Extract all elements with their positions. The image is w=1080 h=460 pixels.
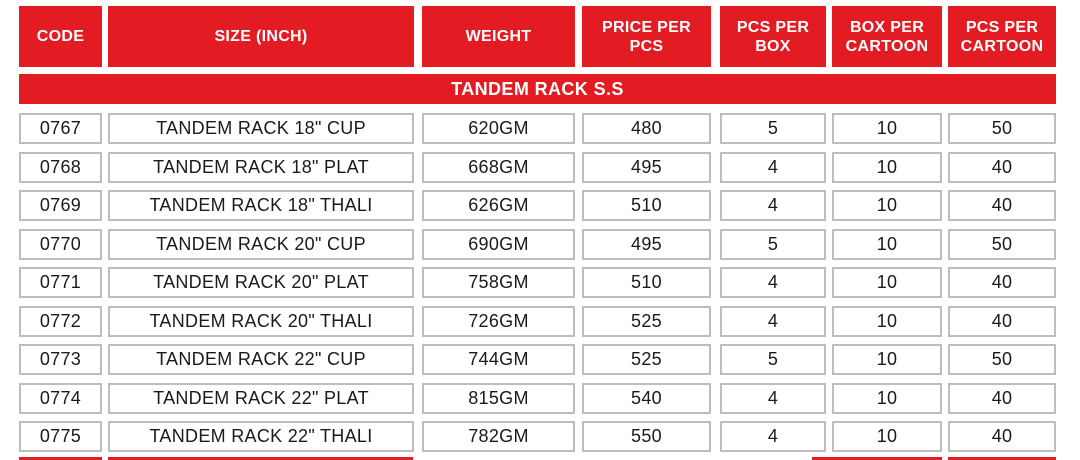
- cell-size: TANDEM RACK 20" THALI: [108, 306, 414, 337]
- cell-price-per-pcs: 540: [582, 383, 711, 414]
- cell-code: 0770: [19, 229, 102, 260]
- column-header-code: CODE: [19, 6, 102, 67]
- cell-box-per-cartoon: 10: [832, 113, 942, 144]
- cell-weight: 782GM: [422, 421, 575, 452]
- cell-pcs-per-box: 4: [720, 152, 826, 183]
- cell-code: 0771: [19, 267, 102, 298]
- cell-price-per-pcs: 525: [582, 306, 711, 337]
- cell-price-per-pcs: 525: [582, 344, 711, 375]
- cell-pcs-per-cartoon: 40: [948, 190, 1056, 221]
- cell-price-per-pcs: 550: [582, 421, 711, 452]
- cell-box-per-cartoon: 10: [832, 267, 942, 298]
- cell-box-per-cartoon: 10: [832, 344, 942, 375]
- cell-code: 0769: [19, 190, 102, 221]
- cell-box-per-cartoon: 10: [832, 229, 942, 260]
- cell-size: TANDEM RACK 22" PLAT: [108, 383, 414, 414]
- cell-size: TANDEM RACK 20" PLAT: [108, 267, 414, 298]
- column-header-pcs-per-cartoon: PCS PER CARTOON: [948, 6, 1056, 67]
- cell-price-per-pcs: 495: [582, 229, 711, 260]
- cell-pcs-per-box: 5: [720, 113, 826, 144]
- cell-code: 0773: [19, 344, 102, 375]
- cell-code: 0774: [19, 383, 102, 414]
- cell-price-per-pcs: 480: [582, 113, 711, 144]
- section-title: TANDEM RACK S.S: [19, 74, 1056, 104]
- cell-pcs-per-cartoon: 40: [948, 267, 1056, 298]
- cell-weight: 690GM: [422, 229, 575, 260]
- column-header-weight: WEIGHT: [422, 6, 575, 67]
- cell-box-per-cartoon: 10: [832, 152, 942, 183]
- cell-price-per-pcs: 495: [582, 152, 711, 183]
- cell-pcs-per-cartoon: 50: [948, 344, 1056, 375]
- cell-size: TANDEM RACK 18" CUP: [108, 113, 414, 144]
- cell-price-per-pcs: 510: [582, 190, 711, 221]
- cell-box-per-cartoon: 10: [832, 306, 942, 337]
- next-section-strip: [19, 457, 102, 460]
- cell-price-per-pcs: 510: [582, 267, 711, 298]
- cell-weight: 758GM: [422, 267, 575, 298]
- cell-box-per-cartoon: 10: [832, 190, 942, 221]
- next-section-strip: [948, 457, 1056, 460]
- cell-weight: 620GM: [422, 113, 575, 144]
- cell-pcs-per-box: 4: [720, 267, 826, 298]
- cell-code: 0767: [19, 113, 102, 144]
- cell-pcs-per-cartoon: 40: [948, 383, 1056, 414]
- column-header-price-per-pcs: PRICE PER PCS: [582, 6, 711, 67]
- cell-size: TANDEM RACK 18" PLAT: [108, 152, 414, 183]
- cell-size: TANDEM RACK 22" THALI: [108, 421, 414, 452]
- cell-weight: 815GM: [422, 383, 575, 414]
- cell-pcs-per-cartoon: 40: [948, 306, 1056, 337]
- cell-size: TANDEM RACK 22" CUP: [108, 344, 414, 375]
- cell-pcs-per-box: 5: [720, 344, 826, 375]
- cell-pcs-per-box: 4: [720, 383, 826, 414]
- cell-pcs-per-cartoon: 40: [948, 152, 1056, 183]
- cell-pcs-per-cartoon: 50: [948, 229, 1056, 260]
- next-section-strip: [812, 457, 942, 460]
- cell-pcs-per-box: 4: [720, 306, 826, 337]
- column-header-size: SIZE (INCH): [108, 6, 414, 67]
- cell-code: 0768: [19, 152, 102, 183]
- cell-weight: 668GM: [422, 152, 575, 183]
- cell-weight: 726GM: [422, 306, 575, 337]
- cell-size: TANDEM RACK 20" CUP: [108, 229, 414, 260]
- cell-box-per-cartoon: 10: [832, 383, 942, 414]
- next-section-strip: [108, 457, 413, 460]
- cell-code: 0775: [19, 421, 102, 452]
- cell-size: TANDEM RACK 18" THALI: [108, 190, 414, 221]
- cell-pcs-per-cartoon: 40: [948, 421, 1056, 452]
- cell-pcs-per-box: 4: [720, 190, 826, 221]
- cell-pcs-per-box: 4: [720, 421, 826, 452]
- cell-weight: 626GM: [422, 190, 575, 221]
- column-header-pcs-per-box: PCS PER BOX: [720, 6, 826, 67]
- cell-box-per-cartoon: 10: [832, 421, 942, 452]
- cell-pcs-per-cartoon: 50: [948, 113, 1056, 144]
- cell-weight: 744GM: [422, 344, 575, 375]
- cell-code: 0772: [19, 306, 102, 337]
- cell-pcs-per-box: 5: [720, 229, 826, 260]
- column-header-box-per-cartoon: BOX PER CARTOON: [832, 6, 942, 67]
